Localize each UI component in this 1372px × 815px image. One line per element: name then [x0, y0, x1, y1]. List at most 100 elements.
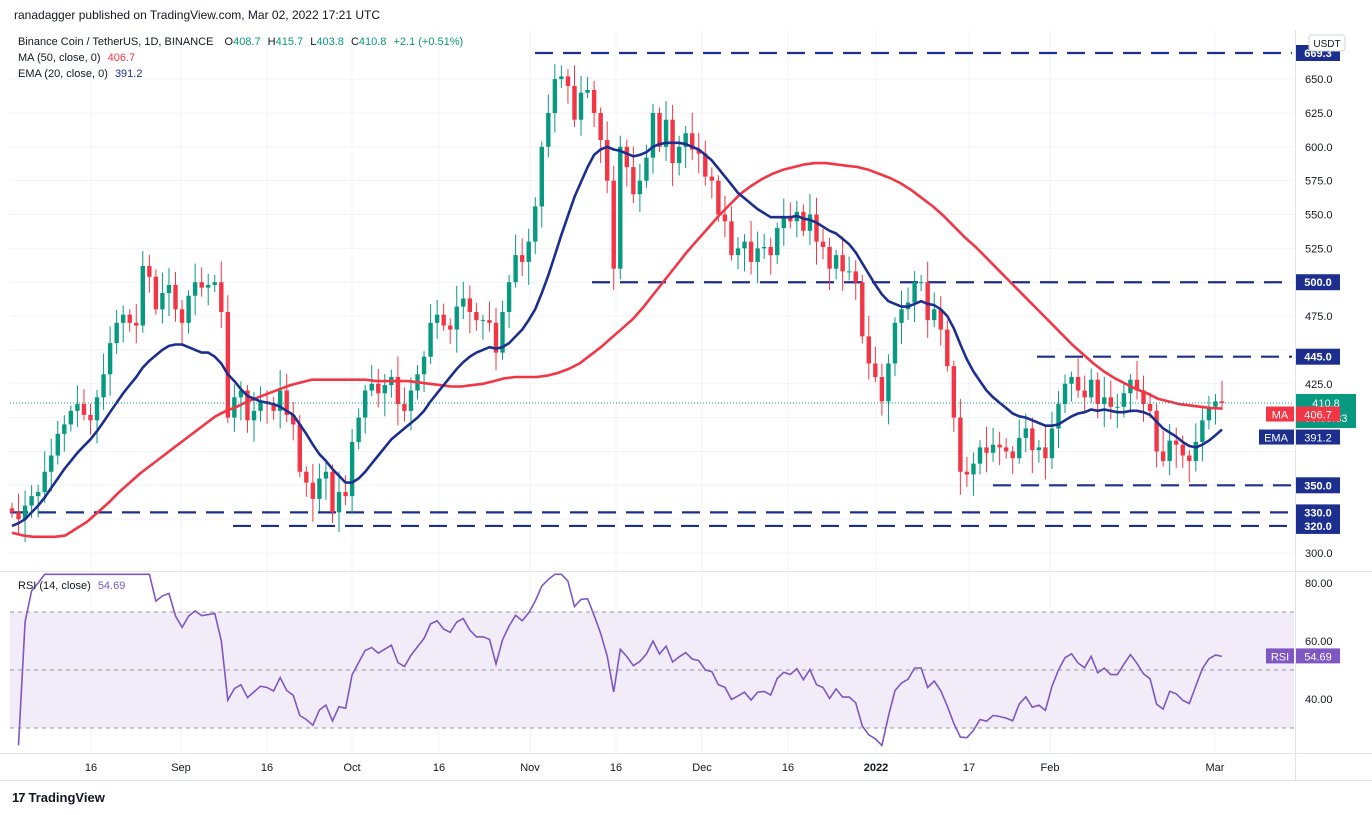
- price-tick-label: 550.0: [1305, 210, 1333, 222]
- candle-body: [1213, 401, 1218, 407]
- ema20-line: [11, 141, 1223, 528]
- candle-body: [454, 306, 459, 330]
- candle-body: [879, 376, 885, 402]
- candle-body: [716, 180, 721, 215]
- candle-body: [729, 221, 734, 256]
- time-tick-label: 2022: [864, 762, 888, 774]
- candle-body: [212, 282, 217, 285]
- candle-body: [755, 248, 760, 262]
- rsi-value-label: 54.69: [1304, 651, 1332, 663]
- level-label: 500.0: [1304, 277, 1332, 289]
- candle-body: [1010, 451, 1015, 459]
- candle-body: [977, 447, 983, 464]
- candle-body: [179, 309, 185, 323]
- candle-body: [49, 455, 54, 472]
- level-label: 320.0: [1304, 521, 1332, 533]
- candle-body: [1147, 404, 1153, 411]
- rsi-value-badge: [1296, 648, 1340, 664]
- candle-body: [395, 376, 401, 405]
- ema-legend[interactable]: EMA (20, close, 0) 391.2: [18, 68, 142, 80]
- low-label: L: [310, 36, 317, 48]
- candle-body: [1082, 390, 1087, 398]
- candle-body: [219, 282, 224, 313]
- rsi-legend[interactable]: RSI (14, close) 54.69: [18, 580, 125, 592]
- candle-body: [997, 444, 1002, 448]
- candle-body: [441, 314, 446, 326]
- candle-body: [506, 282, 512, 313]
- candle-body: [349, 441, 355, 497]
- rsi-legend-value: 54.69: [97, 580, 126, 592]
- time-tick-label: 16: [85, 762, 97, 774]
- candle-body: [814, 214, 819, 242]
- candle-body: [428, 322, 433, 357]
- candle-body: [801, 211, 806, 231]
- candle-body: [94, 397, 100, 421]
- candle-body: [788, 217, 793, 222]
- candle-body: [663, 119, 669, 147]
- ma-legend-label: MA (50, close, 0): [18, 52, 101, 64]
- candle-body: [846, 271, 852, 273]
- rsi-name-badge: [1266, 648, 1294, 664]
- ma-value-badge: [1296, 406, 1340, 422]
- candle-body: [899, 309, 904, 323]
- candle-body: [199, 282, 204, 288]
- time-tick-label: 16: [261, 762, 273, 774]
- candle-body: [16, 512, 21, 520]
- candle-body: [533, 206, 538, 242]
- change-value: +2.1 (+0.51%): [393, 36, 464, 48]
- candle-body: [912, 282, 917, 303]
- time-tick-label: Sep: [171, 762, 191, 774]
- candle-body: [945, 329, 950, 367]
- close-value: 410.8: [358, 36, 387, 48]
- candle-body: [127, 314, 132, 323]
- candle-body: [1193, 441, 1199, 461]
- candle-body: [1043, 447, 1048, 459]
- candle-body: [75, 404, 80, 411]
- tradingview-footer[interactable]: 17 TradingView: [12, 790, 105, 805]
- candle-body: [330, 471, 335, 513]
- candle-body: [153, 276, 159, 310]
- candle-body: [742, 241, 747, 249]
- candle-body: [140, 265, 146, 326]
- candle-body: [421, 356, 427, 375]
- candle-body: [539, 146, 544, 207]
- published-caption: ranadagger published on TradingView.com,…: [14, 8, 381, 22]
- candle-body: [637, 180, 643, 195]
- candle-body: [362, 390, 368, 418]
- candle-body: [696, 149, 701, 154]
- candle-body: [938, 309, 943, 330]
- candle-body: [382, 385, 388, 394]
- candle-body: [1095, 379, 1100, 405]
- candle-body: [310, 482, 316, 499]
- rsi-tick-label: 40.00: [1305, 694, 1333, 706]
- level-label: 350.0: [1304, 480, 1332, 492]
- candle-body: [611, 180, 616, 269]
- level-label-box: [1296, 477, 1340, 494]
- ema-legend-value: 391.2: [114, 68, 143, 80]
- candle-body: [775, 228, 780, 256]
- candle-body: [1200, 420, 1205, 442]
- candle-body: [624, 146, 630, 168]
- candle-body: [356, 417, 361, 442]
- candle-body: [1003, 447, 1009, 452]
- candle-body: [192, 282, 198, 296]
- candle-body: [1023, 428, 1028, 438]
- candle-body: [1167, 440, 1172, 461]
- candle-body: [402, 404, 407, 411]
- candle-body: [173, 284, 178, 310]
- high-value: 415.7: [275, 36, 304, 48]
- rsi-tick-label: 60.00: [1305, 636, 1333, 648]
- level-label-box: [1296, 504, 1340, 521]
- ma-legend[interactable]: MA (50, close, 0) 406.7: [18, 52, 135, 64]
- rsi-line: [17, 573, 1223, 747]
- candle-body: [833, 255, 839, 269]
- candle-body: [1075, 376, 1081, 391]
- candle-body: [62, 424, 67, 434]
- symbol-legend[interactable]: Binance Coin / TetherUS, 1D, BINANCE O40…: [18, 36, 463, 48]
- candle-body: [467, 298, 473, 313]
- candle-body: [55, 433, 60, 456]
- candle-body: [657, 112, 662, 147]
- candle-body: [166, 284, 172, 294]
